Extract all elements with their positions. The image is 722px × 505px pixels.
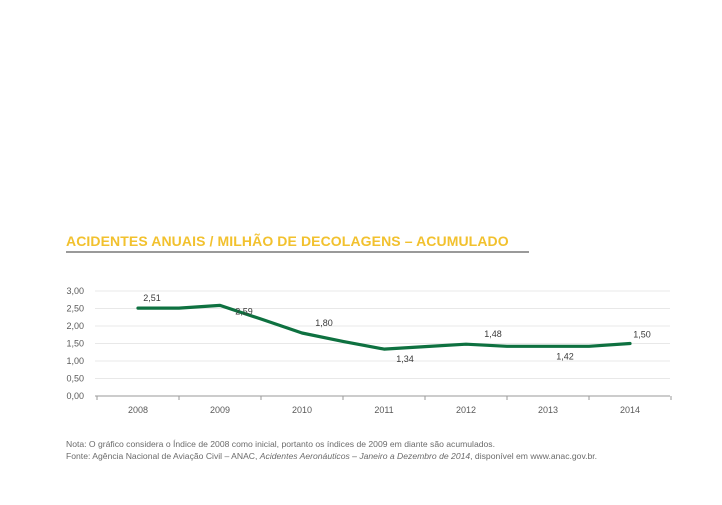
footnote: Nota: O gráfico considera o Índice de 20…	[66, 439, 597, 462]
data-label: 2,51	[143, 293, 161, 303]
data-label: 1,80	[315, 318, 333, 328]
title-underline	[66, 251, 529, 253]
y-tick-label: 0,00	[66, 391, 84, 401]
data-label: 1,50	[633, 330, 651, 340]
source-prefix: Fonte: Agência Nacional de Aviação Civil…	[66, 450, 260, 461]
x-tick-label: 2012	[456, 405, 476, 415]
data-labels: 2,51 2,59 1,80 1,34 1,48 1,42 1,50	[143, 293, 651, 364]
data-label: 1,34	[396, 354, 414, 364]
y-tick-label: 2,00	[66, 321, 84, 331]
series	[136, 303, 632, 351]
data-label: 2,59	[235, 306, 253, 316]
x-tick-label: 2011	[374, 405, 393, 415]
x-axis-ticks: 2008 2009 2010 2011 2012 2013 2014	[96, 396, 672, 415]
source-title: Acidentes Aeronáuticos – Janeiro a Dezem…	[259, 450, 471, 461]
y-axis-ticks: 3,00 2,50 2,00 1,50 1,00 0,50 0,00	[66, 286, 84, 401]
x-tick-label: 2010	[292, 405, 312, 415]
x-tick-label: 2013	[538, 405, 558, 415]
data-label: 1,42	[556, 351, 574, 361]
data-label: 1,48	[484, 329, 502, 339]
y-tick-label: 2,50	[66, 304, 84, 314]
y-tick-label: 3,00	[66, 286, 84, 296]
y-tick-label: 1,00	[66, 356, 84, 366]
y-tick-label: 1,50	[66, 339, 84, 349]
x-tick-label: 2014	[620, 405, 640, 415]
series-line	[136, 303, 632, 351]
chart-title: ACIDENTES ANUAIS / MILHÃO DE DECOLAGENS …	[66, 233, 509, 249]
y-tick-label: 0,50	[66, 374, 84, 384]
source-suffix: , disponível em www.anac.gov.br.	[470, 450, 598, 461]
x-tick-label: 2008	[128, 405, 148, 415]
x-tick-label: 2009	[210, 405, 230, 415]
source-line: Fonte: Agência Nacional de Aviação Civil…	[66, 451, 597, 463]
note-line: Nota: O gráfico considera o Índice de 20…	[66, 439, 495, 449]
